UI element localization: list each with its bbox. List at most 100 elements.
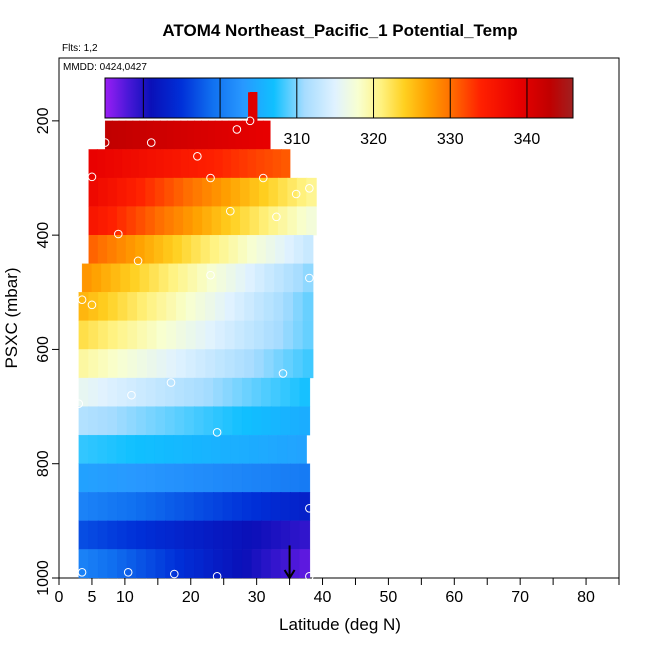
data-point	[146, 138, 156, 147]
heatmap-cell	[183, 177, 194, 207]
x-tick-label: 60	[445, 589, 463, 606]
heatmap-cell	[261, 406, 272, 436]
heatmap-cell	[191, 234, 202, 264]
heatmap-cell	[303, 234, 314, 264]
heatmap-cell	[213, 377, 224, 407]
heatmap-cell	[88, 206, 99, 236]
heatmap-cell	[145, 406, 157, 436]
x-tick-label: 80	[577, 589, 595, 606]
heatmap-cell	[194, 120, 202, 150]
data-point	[278, 369, 288, 378]
heatmap-cell	[138, 149, 149, 179]
heatmap-cell	[192, 177, 204, 207]
heatmap-cell	[145, 463, 157, 493]
heatmap-cell	[222, 406, 234, 436]
heatmap-cell	[197, 263, 208, 293]
heatmap-cell	[184, 406, 195, 436]
heatmap-cell	[268, 434, 279, 464]
heatmap-cell	[174, 549, 186, 579]
heatmap-cell	[97, 520, 109, 550]
heatmap-cell	[136, 377, 147, 407]
heatmap-cell	[107, 349, 119, 379]
heatmap-cell	[125, 120, 134, 150]
heatmap-cell	[293, 292, 304, 322]
heatmap-cell	[287, 206, 298, 236]
heatmap-cell	[155, 406, 166, 436]
y-tick-label: 200	[35, 107, 52, 134]
heatmap-cell	[299, 549, 311, 579]
heatmap-cell	[264, 263, 275, 293]
heatmap-cell	[277, 177, 289, 207]
heatmap-cell	[147, 149, 157, 179]
heatmap-cell	[126, 177, 137, 207]
heatmap-cell	[116, 434, 127, 464]
heatmap-cell	[262, 120, 271, 150]
heatmap-cell	[154, 206, 166, 236]
heatmap-cell	[251, 549, 263, 579]
heatmap-cell	[222, 492, 234, 522]
heatmap-cell	[251, 492, 263, 522]
heatmap-cell	[135, 234, 146, 264]
heatmap-cell	[270, 406, 282, 436]
heatmap-cell	[182, 434, 194, 464]
heatmap-cell	[129, 263, 141, 293]
heatmap-cell	[78, 349, 90, 379]
heatmap-cell	[296, 434, 307, 464]
heatmap-cell	[155, 492, 166, 522]
heatmap-cell	[177, 263, 189, 293]
data-point	[232, 125, 242, 134]
heatmap-cell	[126, 206, 137, 236]
heatmap-cell	[78, 463, 90, 493]
heatmap-cell	[107, 377, 118, 407]
heatmap-cell	[207, 120, 216, 150]
heatmap-cell	[97, 234, 109, 264]
heatmap-cell	[78, 320, 90, 350]
heatmap-cell	[88, 520, 99, 550]
heatmap-cell	[91, 263, 103, 293]
heatmap-cell	[221, 177, 232, 207]
heatmap-cell	[293, 349, 304, 379]
heatmap-cell	[265, 234, 277, 264]
heatmap-cell	[164, 206, 175, 236]
heatmap-cell	[258, 434, 269, 464]
x-tick-label: 30	[248, 589, 266, 606]
heatmap-cell	[241, 492, 253, 522]
heatmap-cell	[126, 520, 138, 550]
heatmap-cell	[117, 492, 128, 522]
plot-area: 2903003103203303400510203040506070802004…	[35, 57, 620, 606]
heatmap-cell	[107, 320, 119, 350]
heatmap-cell	[135, 206, 147, 236]
heatmap-cell	[232, 492, 243, 522]
heatmap-cell	[136, 549, 147, 579]
heatmap-cell	[270, 377, 282, 407]
heatmap-cell	[107, 463, 118, 493]
heatmap-cell	[275, 234, 286, 264]
heatmap-cell	[135, 434, 146, 464]
heatmap-cell	[149, 263, 160, 293]
heatmap-cell	[107, 434, 118, 464]
heatmap-cell	[166, 349, 177, 379]
heatmap-cell	[144, 434, 156, 464]
heatmap-cell	[97, 434, 108, 464]
data-point	[100, 138, 110, 147]
heatmap-cell	[249, 177, 260, 207]
colorbar-tick-label: 320	[360, 131, 387, 148]
heatmap-cell	[181, 234, 193, 264]
heatmap-cell	[222, 377, 234, 407]
heatmap-cell	[232, 406, 243, 436]
heatmap-cell	[277, 206, 289, 236]
data-point	[245, 116, 255, 126]
heatmap-cell	[261, 549, 272, 579]
data-point	[133, 256, 143, 266]
heatmap-cell	[251, 520, 263, 550]
heatmap-cell	[264, 149, 274, 179]
heatmap-cell	[211, 177, 222, 207]
heatmap-cell	[97, 492, 109, 522]
heatmap-cell	[88, 349, 100, 379]
heatmap-cell	[117, 463, 128, 493]
heatmap-cell	[254, 292, 265, 322]
heatmap-cell	[97, 377, 109, 407]
heatmap-cell	[187, 263, 199, 293]
heatmap-cell	[222, 149, 232, 179]
heatmap-cell	[107, 520, 118, 550]
